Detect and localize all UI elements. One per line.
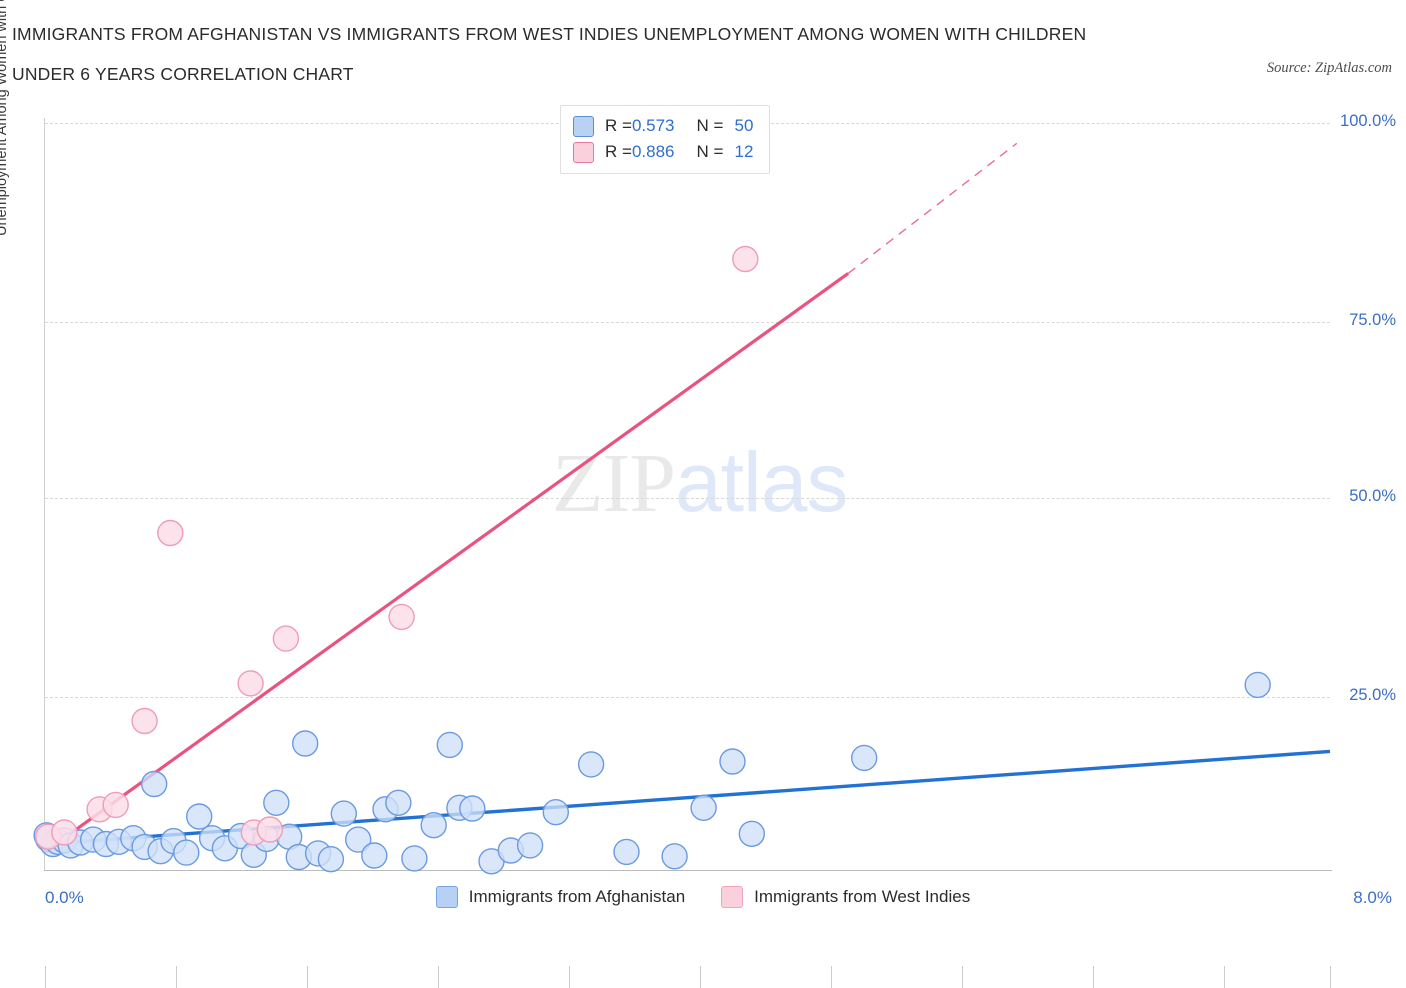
data-point-afghanistan [140,770,168,798]
legend-item-afghanistan[interactable]: Immigrants from Afghanistan [435,886,686,908]
x-axis-max-label: 8.0% [1353,888,1392,907]
trendline-immigrants-from-west-indies [44,272,850,854]
y-tick-label-25: 25.0% [1349,686,1396,704]
series-legend: Immigrants from Afghanistan Immigrants f… [0,886,1406,908]
plot-area [33,118,1331,988]
data-point-west-indies [732,245,759,273]
data-point-afghanistan [361,842,388,869]
x-axis-line [44,870,1332,871]
data-point-afghanistan [690,794,717,821]
x-tick-mark [176,966,177,988]
r-value-blue: 0.573 [631,116,675,135]
legend-swatch-west-indies-icon [721,886,744,908]
data-point-afghanistan [738,820,765,847]
chart-title-line-1: IMMIGRANTS FROM AFGHANISTAN VS IMMIGRANT… [12,24,1087,44]
n-label-blue: N = [696,116,724,135]
legend-item-west-indies[interactable]: Immigrants from West Indies [721,886,970,908]
legend-swatch-afghanistan-icon [435,886,458,908]
x-tick-mark [307,966,308,988]
data-point-afghanistan [436,731,463,759]
x-tick-mark [438,966,439,988]
data-point-west-indies [51,819,78,846]
data-point-afghanistan [851,744,878,772]
data-point-west-indies [102,791,129,819]
data-point-afghanistan [420,812,447,839]
x-tick-mark [569,966,570,988]
data-point-west-indies [388,603,415,631]
source-attribution: Source: ZipAtlas.com [1266,60,1392,76]
x-axis-min-label: 0.0% [45,888,84,907]
x-tick-mark [700,966,701,988]
x-tick-mark [45,966,46,988]
stats-swatch-pink-icon [573,141,594,163]
stats-swatch-blue-icon [573,115,594,137]
x-tick-mark [962,966,963,988]
x-tick-mark [1330,966,1331,988]
data-point-west-indies [272,625,300,652]
data-point-afghanistan [1244,671,1271,699]
data-point-afghanistan [263,789,290,816]
data-point-afghanistan [661,843,688,870]
data-point-afghanistan [173,839,200,866]
y-tick-label-50: 50.0% [1349,487,1396,505]
x-tick-mark [1224,966,1225,988]
gridline-50 [45,498,1330,499]
y-tick-label-75: 75.0% [1349,311,1396,329]
chart-title-line-2: UNDER 6 YEARS CORRELATION CHART [12,64,354,84]
r-label-blue: R = [605,116,632,135]
data-point-west-indies [256,816,284,843]
page-title: IMMIGRANTS FROM AFGHANISTAN VS IMMIGRANT… [12,14,1192,94]
data-point-afghanistan [401,845,428,872]
scatter-plot-layer [33,142,1331,875]
data-point-afghanistan [330,800,357,827]
data-point-west-indies [237,670,264,697]
data-point-afghanistan [185,803,213,830]
r-label-pink: R = [605,142,632,161]
trendline-extension-immigrants-from-west-indies [847,142,1018,275]
data-point-afghanistan [385,789,412,816]
stats-row-west-indies: R = 0.886 N = 12 [573,139,753,165]
x-tick-mark [1093,966,1094,988]
correlation-stats-box: R = 0.573 N = 50 R = 0.886 N = 12 [560,105,771,174]
data-point-afghanistan [317,846,345,873]
data-point-afghanistan [542,799,569,826]
gridline-25 [45,697,1330,698]
y-tick-label-100: 100.0% [1340,112,1396,130]
x-tick-mark [831,966,832,988]
n-value-pink: 12 [734,142,754,161]
r-value-pink: 0.886 [631,142,675,161]
n-label-pink: N = [696,142,724,161]
gridline-75 [45,322,1330,323]
data-point-afghanistan [345,826,372,853]
data-point-afghanistan [459,795,486,822]
legend-label-afghanistan: Immigrants from Afghanistan [468,887,686,906]
legend-label-west-indies: Immigrants from West Indies [754,887,971,906]
data-point-west-indies [157,519,184,547]
y-axis-title: Unemployment Among Women with Children U… [0,0,10,236]
data-point-west-indies [131,707,158,735]
data-point-afghanistan [292,730,319,757]
n-value-blue: 50 [734,116,754,135]
y-axis-line [44,118,45,870]
data-point-afghanistan [516,832,544,859]
data-point-afghanistan [719,748,746,775]
data-point-afghanistan [613,838,640,866]
data-point-afghanistan [577,751,605,778]
stats-row-afghanistan: R = 0.573 N = 50 [573,113,753,139]
